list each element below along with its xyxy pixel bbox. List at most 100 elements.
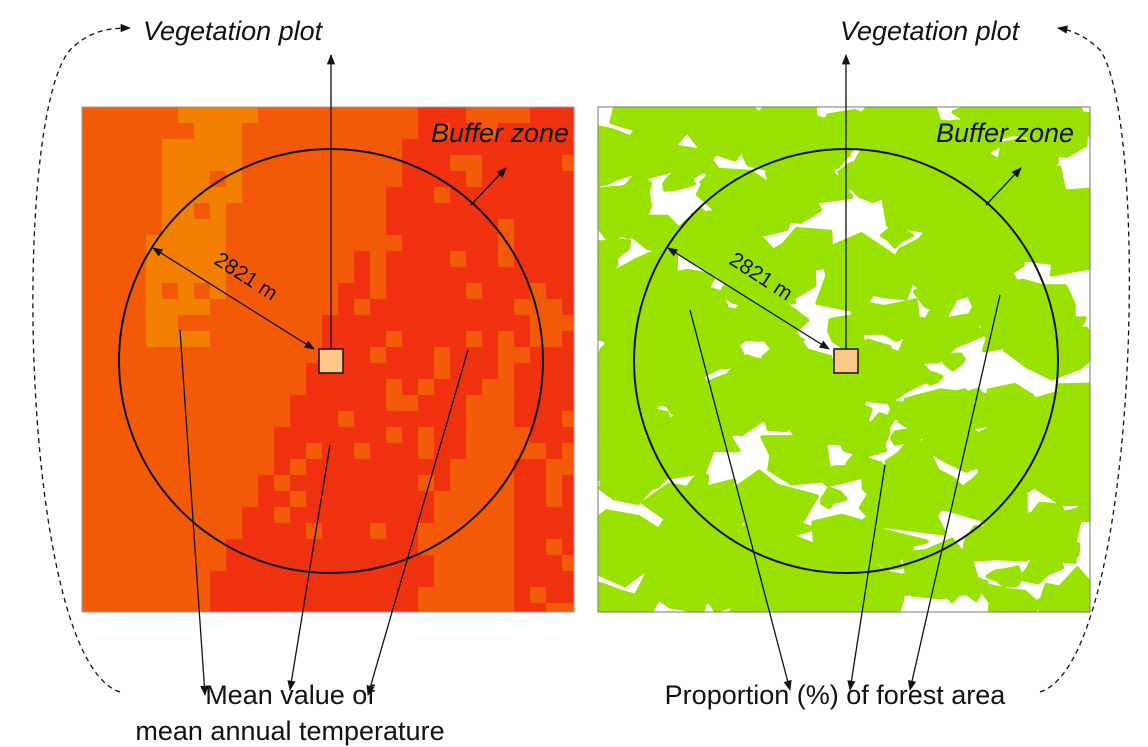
raster-cell xyxy=(210,603,226,612)
raster-cell xyxy=(146,299,162,315)
raster-cell xyxy=(226,107,242,123)
panel-frame xyxy=(81,106,575,613)
raster-cell xyxy=(290,443,306,459)
raster-cell xyxy=(322,507,338,523)
raster-cell xyxy=(178,155,194,171)
raster-cell xyxy=(338,555,354,571)
raster-cell xyxy=(450,219,466,235)
panel-frame xyxy=(597,106,1091,613)
raster-cell xyxy=(370,459,386,475)
raster-cell xyxy=(386,203,402,219)
raster-cell xyxy=(418,251,434,267)
forest-patch xyxy=(760,208,785,222)
raster-cell xyxy=(338,587,354,603)
forest-patch xyxy=(767,107,819,134)
raster-cell xyxy=(562,299,574,315)
temperature-map xyxy=(82,107,574,612)
raster-cell xyxy=(546,443,562,459)
raster-cell xyxy=(498,123,514,139)
raster-cell xyxy=(274,459,290,475)
raster-cell xyxy=(482,267,498,283)
raster-cell xyxy=(514,523,530,539)
raster-cell xyxy=(322,587,338,603)
raster-cell xyxy=(562,475,574,491)
raster-cell xyxy=(562,427,574,443)
raster-cell xyxy=(402,187,418,203)
raster-cell xyxy=(562,507,574,523)
radius-arrow xyxy=(152,247,315,350)
raster-cell xyxy=(290,571,306,587)
vegetation-plot xyxy=(318,348,344,374)
plot-label: Vegetation plot xyxy=(840,16,1021,46)
raster-cell xyxy=(354,395,370,411)
raster-cell xyxy=(386,491,402,507)
raster-cell xyxy=(386,587,402,603)
raster-cell xyxy=(306,379,322,395)
raster-cell xyxy=(386,539,402,555)
raster-cell xyxy=(498,187,514,203)
raster-cell xyxy=(498,283,514,299)
raster-cell xyxy=(322,555,338,571)
raster-cell xyxy=(370,411,386,427)
raster-cell xyxy=(322,571,338,587)
arrow xyxy=(847,464,886,692)
raster-cell xyxy=(210,155,226,171)
raster-cell xyxy=(546,523,562,539)
raster-cell xyxy=(258,603,274,612)
raster-cell xyxy=(450,203,466,219)
raster-cell xyxy=(306,603,322,612)
raster-cell xyxy=(418,331,434,347)
forest-patch xyxy=(915,318,966,356)
forest-patch xyxy=(820,486,848,510)
raster-cell xyxy=(434,267,450,283)
raster-cell xyxy=(546,139,562,155)
raster-cell xyxy=(338,475,354,491)
raster-cell xyxy=(354,539,370,555)
buffer-label: Buffer zone xyxy=(431,118,569,148)
raster-cell xyxy=(194,171,210,187)
raster-cell xyxy=(274,539,290,555)
raster-cell xyxy=(402,539,418,555)
raster-cell xyxy=(402,379,418,395)
raster-cell xyxy=(514,155,530,171)
arrow xyxy=(689,309,792,692)
raster-cell xyxy=(258,587,274,603)
raster-cell xyxy=(322,395,338,411)
raster-cell xyxy=(402,139,418,155)
raster-cell xyxy=(258,507,274,523)
raster-cell xyxy=(530,491,546,507)
raster-cell xyxy=(530,475,546,491)
raster-cell xyxy=(354,555,370,571)
forest-patch xyxy=(1018,551,1065,585)
raster-cell xyxy=(210,235,226,251)
raster-cell xyxy=(450,235,466,251)
forest-patch xyxy=(1046,382,1090,426)
raster-cell xyxy=(322,379,338,395)
raster-cell xyxy=(530,123,546,139)
raster-cell xyxy=(418,235,434,251)
raster-cell xyxy=(386,363,402,379)
raster-cell xyxy=(546,363,562,379)
raster-cell xyxy=(338,443,354,459)
raster-cell xyxy=(546,123,562,139)
raster-cell xyxy=(514,235,530,251)
raster-cell xyxy=(466,267,482,283)
raster-cell xyxy=(370,443,386,459)
raster-cell xyxy=(370,507,386,523)
raster-cell xyxy=(514,203,530,219)
forest-patch xyxy=(605,327,682,364)
raster-cell xyxy=(338,523,354,539)
raster-cell xyxy=(290,507,306,523)
raster-cell xyxy=(242,539,258,555)
raster-cell xyxy=(386,187,402,203)
raster-cell xyxy=(386,267,402,283)
raster-cell xyxy=(546,571,562,587)
forest-patch xyxy=(1007,508,1082,564)
raster-cell xyxy=(322,315,338,331)
raster-cell xyxy=(370,395,386,411)
raster-cell xyxy=(242,587,258,603)
raster-cell xyxy=(434,251,450,267)
raster-cell xyxy=(530,251,546,267)
raster-cell xyxy=(434,443,450,459)
raster-cell xyxy=(162,203,178,219)
